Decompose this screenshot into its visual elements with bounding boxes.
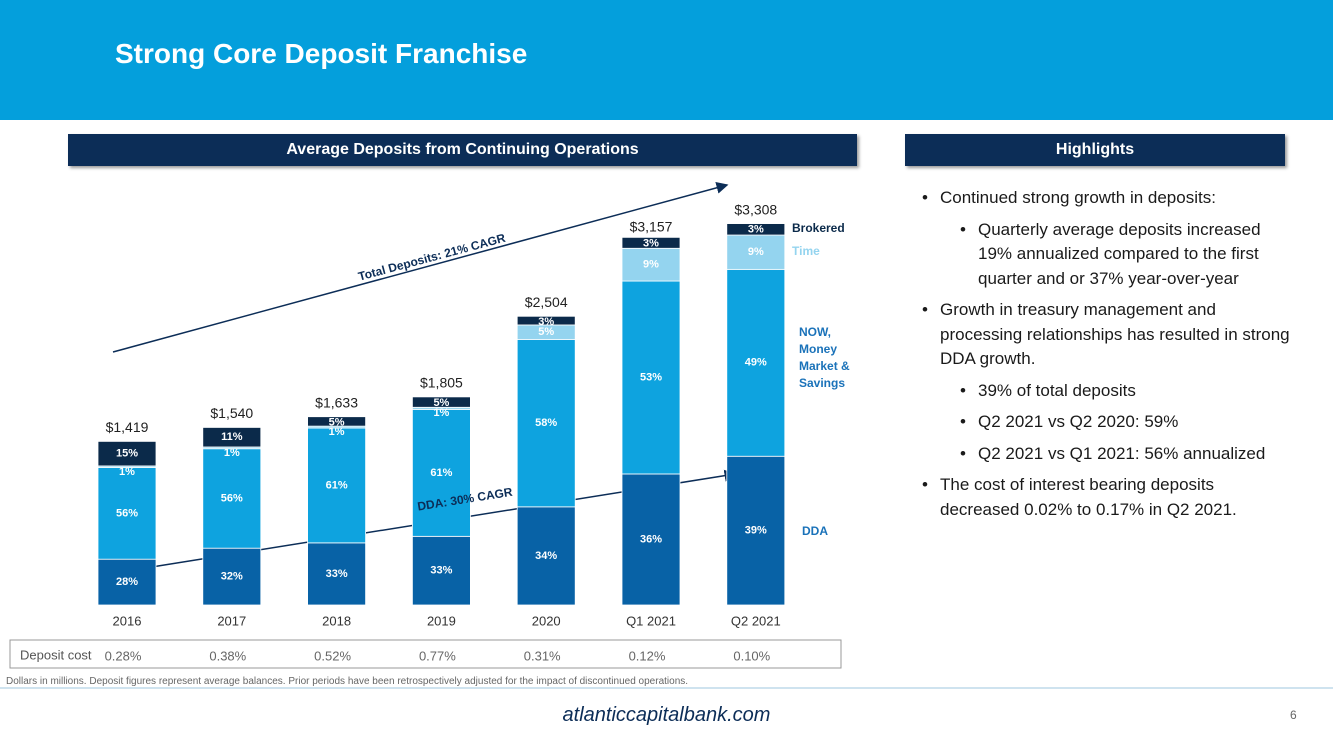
bar-segment: [516, 315, 576, 326]
x-tick-label: 2018: [322, 613, 351, 628]
segment-label: 53%: [640, 371, 662, 383]
cost-value: 0.31%: [524, 648, 561, 663]
segment-label: 1%: [329, 426, 345, 438]
segment-label: 3%: [538, 316, 554, 328]
bar-segment: [726, 223, 786, 236]
total-label: $1,540: [210, 405, 253, 421]
segment-label: 15%: [116, 448, 138, 460]
segment-label: 3%: [748, 223, 764, 235]
x-tick-label: 2016: [113, 613, 142, 628]
bar-segment: [621, 280, 681, 475]
highlight-item: 39% of total deposits: [960, 379, 1290, 404]
legend-label: NOW, Money Market & Savings: [799, 325, 850, 390]
cost-value: 0.38%: [209, 648, 246, 663]
segment-label: 33%: [326, 568, 348, 580]
bar-segment: [411, 396, 471, 408]
total-label: $1,633: [315, 394, 358, 410]
highlight-item: Growth in treasury management and proces…: [922, 298, 1290, 372]
bar-segment: [307, 427, 367, 544]
segment-label: 32%: [221, 570, 243, 582]
segment-label: 1%: [433, 407, 449, 419]
bar-segment: [202, 427, 262, 448]
bar-segment: [516, 338, 576, 508]
segment-label: 33%: [430, 565, 452, 577]
segment-label: 1%: [224, 447, 240, 459]
panel-title: Highlights: [905, 134, 1285, 166]
segment-label: 5%: [329, 417, 345, 429]
cost-value: 0.77%: [419, 648, 456, 663]
cagr-arrow: [112, 181, 729, 353]
bar-segment: [202, 547, 262, 606]
segment-label: 9%: [643, 259, 659, 271]
panel-title: Average Deposits from Continuing Operati…: [68, 134, 857, 166]
segment-label: 49%: [745, 357, 767, 369]
segment-label: 28%: [116, 576, 138, 588]
segment-label: 56%: [116, 507, 138, 519]
bar-segment: [726, 234, 786, 270]
highlight-item: Continued strong growth in deposits:: [922, 186, 1290, 211]
bar-segment: [621, 236, 681, 249]
total-label: $1,419: [106, 419, 149, 435]
bar-segment: [97, 558, 157, 606]
total-label: $1,805: [420, 375, 463, 391]
legend-label: Time: [792, 244, 820, 258]
cost-value: 0.10%: [733, 648, 770, 663]
x-tick-label: Q2 2021: [731, 613, 781, 628]
segment-label: 5%: [538, 326, 554, 338]
header-band: [0, 0, 1333, 120]
x-tick-label: 2020: [532, 613, 561, 628]
segment-label: 1%: [119, 466, 135, 478]
bar-segment: [411, 408, 471, 537]
bar-segment: [307, 542, 367, 606]
segment-label: 39%: [745, 525, 767, 537]
segment-label: 58%: [535, 417, 557, 429]
cost-value: 0.12%: [629, 648, 666, 663]
segment-label: 36%: [640, 533, 662, 545]
highlight-item: Q2 2021 vs Q1 2021: 56% annualized: [960, 442, 1290, 467]
segment-label: 5%: [433, 397, 449, 409]
bar-segment: [621, 473, 681, 606]
annotation: Total Deposits: 21% CAGR: [357, 231, 508, 284]
bar-segment: [726, 268, 786, 457]
segment-label: 34%: [535, 550, 557, 562]
cost-value: 0.52%: [314, 648, 351, 663]
total-label: $3,308: [734, 201, 777, 217]
x-tick-label: Q1 2021: [626, 613, 676, 628]
bar-segment: [516, 506, 576, 606]
segment-label: 56%: [221, 492, 243, 504]
page-number: 6: [1290, 708, 1297, 722]
bar-segment: [726, 455, 786, 606]
legend-label: Brokered: [792, 221, 845, 235]
segment-label: 61%: [326, 479, 348, 491]
slide-title: Strong Core Deposit Franchise: [115, 38, 528, 69]
bar-segment: [307, 416, 367, 427]
bar-segment: [97, 467, 157, 560]
x-tick-label: 2019: [427, 613, 456, 628]
cost-label: Deposit cost: [20, 647, 92, 662]
cost-box: [9, 639, 842, 669]
footnote: Dollars in millions. Deposit figures rep…: [6, 676, 689, 687]
highlight-item: Q2 2021 vs Q2 2020: 59%: [960, 410, 1290, 435]
bar-segment: [411, 535, 471, 606]
highlight-item: The cost of interest bearing deposits de…: [922, 473, 1290, 522]
segment-label: 11%: [221, 431, 243, 443]
total-label: $2,504: [525, 294, 568, 310]
legend-label: DDA: [802, 524, 828, 538]
total-label: $3,157: [630, 219, 673, 235]
segment-label: 3%: [643, 237, 659, 249]
segment-label: 61%: [430, 467, 452, 479]
bar-segment: [202, 448, 262, 549]
bar-segment: [621, 247, 681, 282]
bar-segment: [97, 440, 157, 467]
footer-url: atlanticcapitalbank.com: [562, 704, 771, 726]
segment-label: 9%: [748, 246, 764, 258]
cost-value: 0.28%: [105, 648, 142, 663]
x-tick-label: 2017: [217, 613, 246, 628]
highlight-item: Quarterly average deposits increased 19%…: [960, 218, 1290, 292]
